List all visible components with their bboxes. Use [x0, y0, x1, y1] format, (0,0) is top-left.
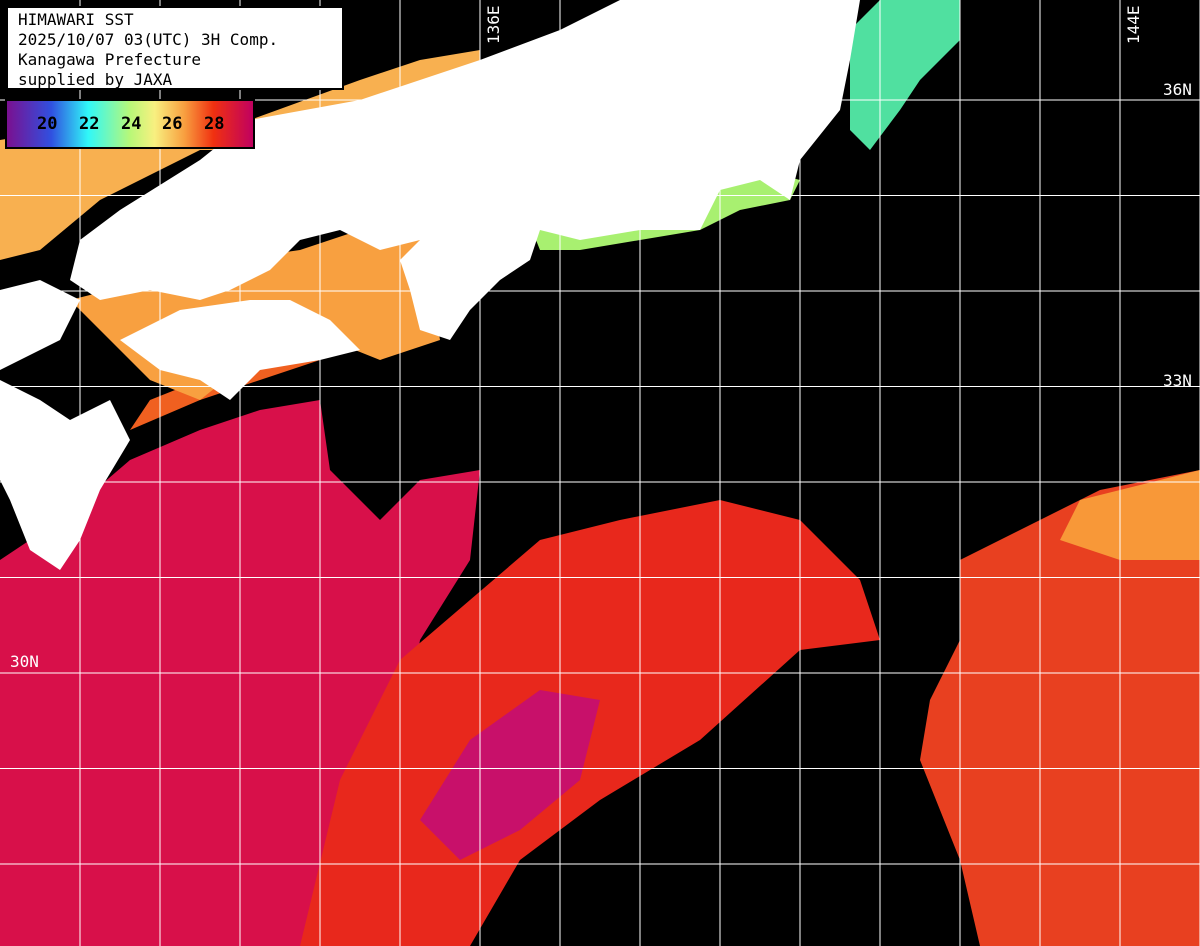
lat-label-33n: 33N — [1163, 371, 1192, 390]
land-kyushu-north — [0, 280, 80, 370]
color-scale-bar: 20 22 24 26 28 — [5, 99, 255, 149]
map-credit: supplied by JAXA — [18, 70, 173, 89]
scale-tick: 26 — [162, 114, 183, 134]
scale-tick: 28 — [204, 114, 225, 134]
map-datetime: 2025/10/07 03(UTC) 3H Comp. — [18, 30, 279, 49]
scale-tick: 22 — [79, 114, 100, 134]
map-title: HIMAWARI SST — [18, 10, 134, 29]
info-box: HIMAWARI SST 2025/10/07 03(UTC) 3H Comp.… — [6, 6, 344, 90]
coastal-water-cyan — [850, 0, 960, 150]
warm-water-region-east-orange — [1060, 470, 1200, 560]
map-organization: Kanagawa Prefecture — [18, 50, 202, 69]
scale-tick: 20 — [37, 114, 58, 134]
lat-label-36n: 36N — [1163, 80, 1192, 99]
lat-label-30n: 30N — [10, 652, 39, 671]
warm-water-region-east — [920, 470, 1200, 946]
lon-label-136e: 136E — [484, 5, 503, 44]
land-kyushu — [0, 380, 130, 570]
scale-tick: 24 — [121, 114, 142, 134]
warm-water-region-magenta — [420, 690, 600, 860]
lon-label-144e: 144E — [1124, 5, 1143, 44]
land-honshu — [70, 0, 860, 340]
